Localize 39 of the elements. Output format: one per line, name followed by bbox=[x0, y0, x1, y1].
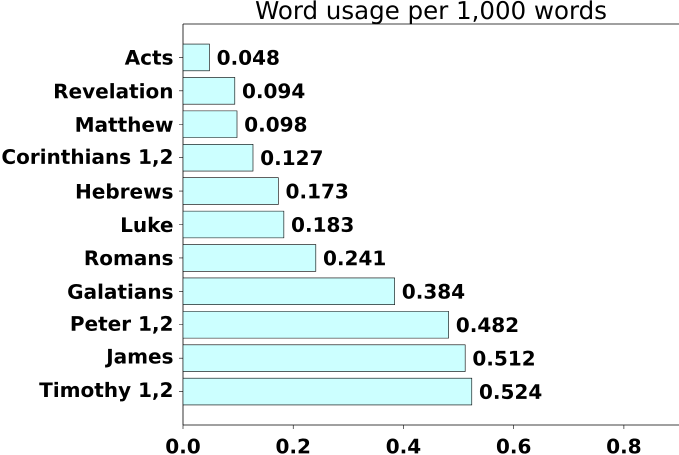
bar bbox=[183, 344, 466, 372]
y-tick-label: Romans bbox=[86, 250, 173, 266]
data-label: 0.241 bbox=[324, 250, 385, 266]
bar bbox=[183, 44, 210, 72]
y-tick-label: Revelation bbox=[55, 83, 172, 99]
y-tick-label: Matthew bbox=[76, 116, 173, 132]
bar bbox=[183, 378, 472, 406]
data-label: 0.512 bbox=[473, 350, 534, 366]
bar bbox=[183, 77, 236, 105]
data-label: 0.127 bbox=[261, 150, 322, 166]
x-tick-label: 0.8 bbox=[607, 438, 640, 454]
x-tick-label: 0.6 bbox=[496, 438, 530, 454]
y-tick-label: Galatians bbox=[68, 284, 173, 300]
y-tick-label: James bbox=[105, 348, 173, 368]
bar bbox=[183, 244, 316, 272]
y-tick-label: Timothy 1,2 bbox=[39, 382, 172, 402]
bar bbox=[183, 278, 395, 306]
bar bbox=[183, 311, 449, 338]
data-label: 0.482 bbox=[456, 317, 518, 332]
x-tick-label: 0.0 bbox=[166, 438, 200, 454]
data-label: 0.384 bbox=[402, 284, 464, 299]
y-tick-label: Acts bbox=[124, 50, 173, 65]
y-tick-label: Peter 1,2 bbox=[72, 316, 172, 334]
bar bbox=[183, 110, 238, 138]
y-tick-label: Corinthians 1,2 bbox=[2, 148, 172, 167]
data-label: 0.098 bbox=[245, 116, 306, 132]
data-label: 0.173 bbox=[286, 184, 348, 199]
chart-title: Word usage per 1,000 words bbox=[256, 0, 606, 24]
bar bbox=[183, 144, 254, 172]
data-label: 0.524 bbox=[480, 384, 542, 400]
data-label: 0.183 bbox=[292, 216, 353, 232]
x-tick-label: 0.2 bbox=[276, 438, 310, 454]
data-label: 0.094 bbox=[242, 83, 304, 98]
bar bbox=[183, 210, 284, 238]
data-label: 0.048 bbox=[218, 50, 279, 65]
y-tick-label: Hebrews bbox=[76, 183, 173, 199]
x-tick-label: 0.4 bbox=[386, 438, 420, 454]
y-tick-label: Luke bbox=[122, 216, 173, 232]
bar bbox=[183, 177, 279, 205]
